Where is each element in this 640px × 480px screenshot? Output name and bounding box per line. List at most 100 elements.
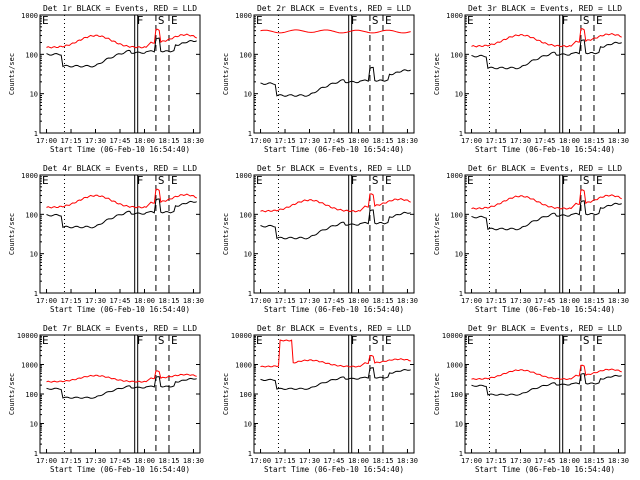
x-tick-label: 18:00: [134, 297, 155, 305]
y-tick-label: 100: [450, 391, 463, 399]
series-lld-line: [46, 28, 197, 49]
time-marker-label: S: [158, 174, 165, 187]
series-events-line: [471, 200, 622, 231]
panel-title: Det 1r BLACK = Events, RED = LLD: [43, 4, 197, 13]
x-tick-label: 18:30: [183, 137, 204, 145]
time-marker-label: E: [256, 174, 263, 187]
x-tick-label: 17:30: [85, 137, 106, 145]
x-tick-label: 18:30: [397, 137, 418, 145]
x-tick-label: 17:30: [85, 457, 106, 465]
x-tick-label: 17:30: [510, 457, 531, 465]
x-tick-label: 17:45: [109, 137, 130, 145]
x-tick-label: 17:30: [299, 137, 320, 145]
x-tick-label: 17:45: [109, 297, 130, 305]
x-tick-label: 18:15: [372, 297, 393, 305]
time-marker-label: S: [372, 174, 379, 187]
series-lld-line: [260, 29, 411, 34]
time-marker-label: F: [137, 174, 144, 187]
y-tick-label: 10: [244, 421, 252, 429]
panel-title: Det 8r BLACK = Events, RED = LLD: [257, 324, 411, 333]
detector-panel: Det 9r BLACK = Events, RED = LLD 1 10 100 10…: [433, 324, 629, 474]
time-marker-label: E: [385, 174, 392, 187]
x-tick-label: 17:00: [461, 457, 482, 465]
y-tick-label: 10: [30, 421, 38, 429]
time-marker-label: E: [256, 334, 263, 347]
time-marker-label: F: [562, 334, 569, 347]
panel-title: Det 2r BLACK = Events, RED = LLD: [257, 4, 411, 13]
x-tick-label: 17:00: [36, 297, 57, 305]
time-marker-label: S: [158, 14, 165, 27]
y-tick-label: 10: [455, 421, 463, 429]
y-tick-label: 1000: [446, 172, 463, 180]
x-tick-label: 18:15: [583, 137, 604, 145]
x-axis-label: Start Time (06-Feb-10 16:54:40): [50, 305, 190, 314]
x-tick-label: 17:15: [485, 297, 506, 305]
x-tick-label: 17:15: [485, 137, 506, 145]
panel-title: Det 5r BLACK = Events, RED = LLD: [257, 164, 411, 173]
time-marker-label: F: [137, 334, 144, 347]
series-events-line: [46, 376, 197, 399]
x-tick-label: 17:00: [250, 137, 271, 145]
y-axis-label: Counts/sec: [8, 213, 16, 255]
y-axis-label: Counts/sec: [222, 213, 230, 255]
series-lld-line: [471, 28, 622, 48]
x-tick-label: 17:15: [274, 297, 295, 305]
x-tick-label: 18:15: [372, 137, 393, 145]
x-tick-label: 17:00: [250, 457, 271, 465]
y-tick-label: 1: [34, 450, 38, 458]
y-axis-label: Counts/sec: [433, 53, 441, 95]
time-marker-label: E: [42, 334, 49, 347]
y-tick-label: 10: [455, 91, 463, 99]
time-marker-label: S: [583, 14, 590, 27]
detector-panel: Det 7r BLACK = Events, RED = LLD 1 10 100 10…: [8, 324, 204, 474]
x-tick-label: 17:45: [323, 297, 344, 305]
time-marker-label: E: [42, 174, 49, 187]
x-tick-label: 18:30: [183, 297, 204, 305]
detector-panel: Det 2r BLACK = Events, RED = LLD 1 10 100 10…: [222, 4, 418, 154]
x-tick-label: 17:00: [461, 137, 482, 145]
x-tick-label: 17:00: [36, 137, 57, 145]
series-lld-line: [46, 188, 197, 209]
y-tick-label: 1: [248, 450, 252, 458]
time-marker-label: E: [171, 334, 178, 347]
y-tick-label: 1000: [21, 12, 38, 20]
series-events-line: [471, 39, 622, 70]
x-tick-label: 17:45: [534, 457, 555, 465]
x-tick-label: 18:15: [583, 457, 604, 465]
x-tick-label: 17:15: [274, 137, 295, 145]
time-marker-label: E: [596, 334, 603, 347]
x-tick-label: 18:00: [348, 457, 369, 465]
y-tick-label: 100: [239, 391, 252, 399]
series-lld-line: [260, 193, 411, 213]
x-tick-label: 18:15: [372, 457, 393, 465]
y-tick-label: 10: [30, 251, 38, 259]
time-marker-label: E: [256, 14, 263, 27]
y-axis-label: Counts/sec: [8, 53, 16, 95]
y-tick-label: 10: [244, 251, 252, 259]
y-tick-label: 100: [25, 51, 38, 59]
x-tick-label: 17:45: [323, 137, 344, 145]
x-tick-label: 18:30: [608, 137, 629, 145]
y-axis-label: Counts/sec: [433, 213, 441, 255]
detector-panel: Det 5r BLACK = Events, RED = LLD 1 10 100 10…: [222, 164, 418, 314]
x-tick-label: 17:45: [323, 457, 344, 465]
series-lld-line: [260, 339, 411, 368]
y-tick-label: 100: [25, 211, 38, 219]
y-axis-label: Counts/sec: [222, 373, 230, 415]
y-tick-label: 10: [30, 91, 38, 99]
y-tick-label: 10000: [231, 332, 252, 340]
time-marker-label: E: [42, 14, 49, 27]
x-tick-label: 17:45: [534, 297, 555, 305]
y-tick-label: 10000: [17, 332, 38, 340]
x-tick-label: 18:30: [608, 457, 629, 465]
x-tick-label: 17:00: [36, 457, 57, 465]
time-marker-label: E: [467, 174, 474, 187]
time-marker-label: E: [171, 14, 178, 27]
series-events-line: [471, 373, 622, 396]
x-tick-label: 17:00: [250, 297, 271, 305]
y-tick-label: 10: [244, 91, 252, 99]
time-marker-label: F: [351, 14, 358, 27]
series-events-line: [46, 37, 197, 68]
x-tick-label: 18:15: [158, 457, 179, 465]
x-tick-label: 17:15: [274, 457, 295, 465]
